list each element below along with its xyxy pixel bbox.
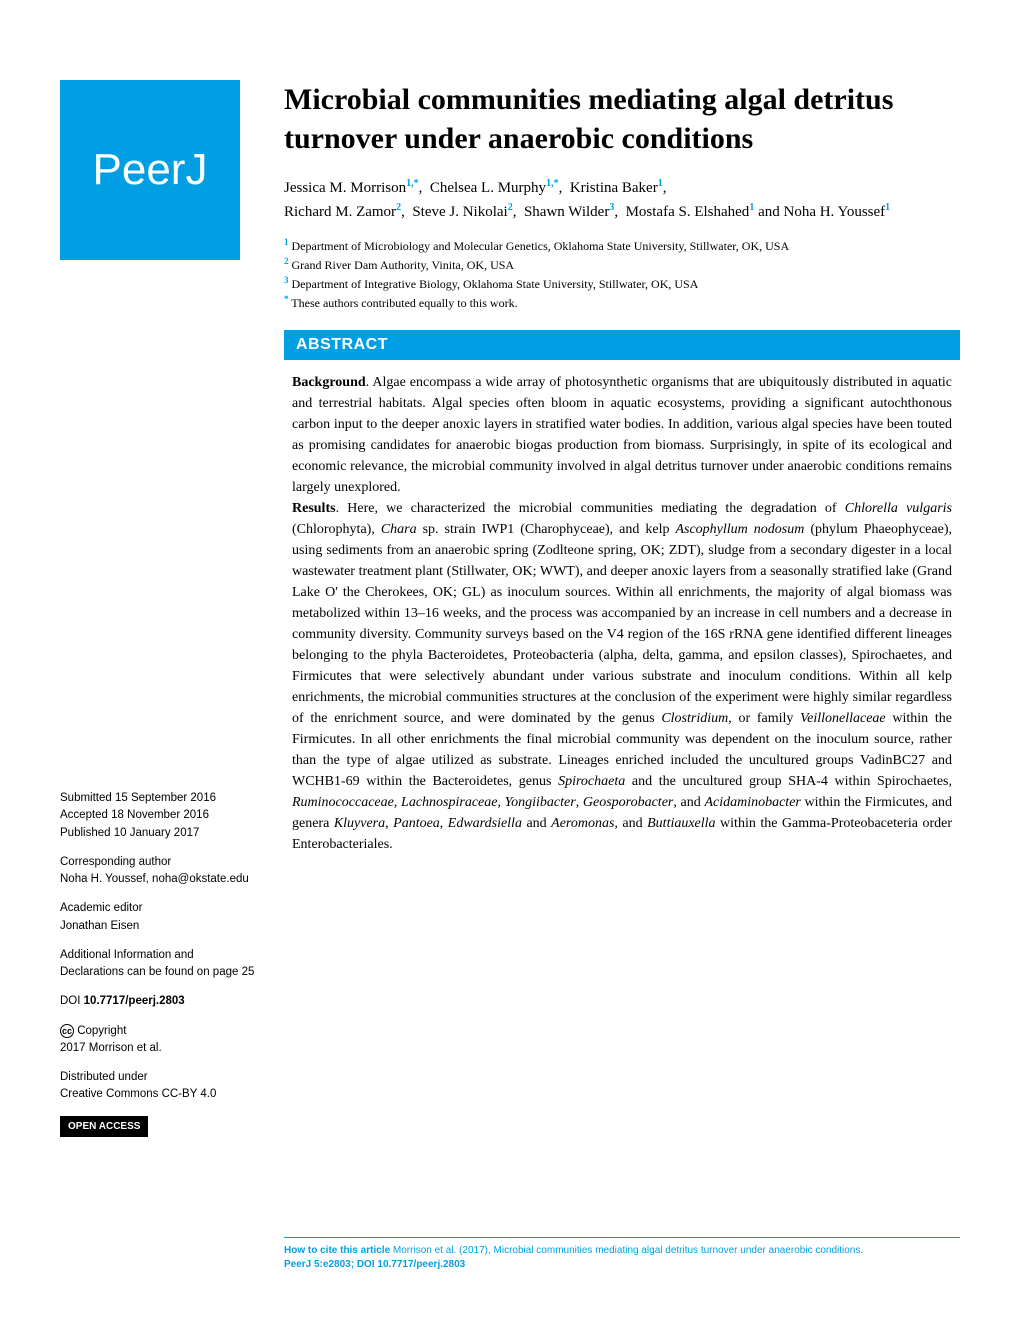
affiliation: 3 Department of Integrative Biology, Okl… [284,274,960,293]
citation-journal: PeerJ [284,1259,311,1270]
citation-text: Morrison et al. (2017), Microbial commun… [390,1245,863,1256]
authors-list: Jessica M. Morrison1,*, Chelsea L. Murph… [284,176,960,224]
academic-editor-value: Jonathan Eisen [60,920,139,932]
author: Steve J. Nikolai2 [412,204,512,220]
published-label: Published [60,827,111,839]
doi-value[interactable]: 10.7717/peerj.2803 [84,995,185,1007]
affiliation: 1 Department of Microbiology and Molecul… [284,236,960,255]
affiliation: * These authors contributed equally to t… [284,293,960,312]
article-metadata: Submitted 15 September 2016 Accepted 18 … [60,790,260,1137]
open-access-badge: OPEN ACCESS [60,1116,148,1137]
corresponding-author-label: Corresponding author [60,856,171,868]
published-date: 10 January 2017 [111,827,200,839]
left-column: PeerJ Submitted 15 September 2016 Accept… [60,80,260,1149]
abstract-header: ABSTRACT [284,330,960,360]
distributed-value[interactable]: Creative Commons CC-BY 4.0 [60,1088,216,1100]
copyright-value: 2017 Morrison et al. [60,1042,162,1054]
citation-footer: How to cite this article Morrison et al.… [284,1237,960,1272]
abstract-body: Background. Algae encompass a wide array… [284,360,960,855]
additional-info: Additional Information and Declarations … [60,949,254,978]
accepted-date: 18 November 2016 [108,809,209,821]
affiliations-list: 1 Department of Microbiology and Molecul… [284,236,960,312]
main-content: Microbial communities mediating algal de… [284,80,960,1149]
author: Chelsea L. Murphy1,* [430,180,559,196]
results-label: Results [292,501,336,516]
author: Noha H. Youssef1 [783,204,890,220]
journal-logo: PeerJ [60,80,240,260]
author: Jessica M. Morrison1,* [284,180,419,196]
doi-label: DOI [60,995,80,1007]
affiliation: 2 Grand River Dam Authority, Vinita, OK,… [284,255,960,274]
distributed-label: Distributed under [60,1071,148,1083]
article-title: Microbial communities mediating algal de… [284,80,960,158]
corresponding-author-value: Noha H. Youssef, noha@okstate.edu [60,873,249,885]
accepted-label: Accepted [60,809,108,821]
author: Mostafa S. Elshahed1 [626,204,755,220]
author: Kristina Baker1 [570,180,663,196]
background-text: . Algae encompass a wide array of photos… [292,375,952,495]
academic-editor-label: Academic editor [60,902,142,914]
background-label: Background [292,375,366,390]
submitted-label: Submitted [60,792,112,804]
cc-icon: cc [60,1024,74,1038]
logo-text: PeerJ [93,145,208,195]
copyright-label: Copyright [77,1025,126,1037]
citation-ref: 5:e2803; DOI 10.7717/peerj.2803 [311,1259,465,1270]
author: Richard M. Zamor2 [284,204,401,220]
author: Shawn Wilder3 [524,204,614,220]
citation-label: How to cite this article [284,1245,390,1256]
submitted-date: 15 September 2016 [112,792,216,804]
